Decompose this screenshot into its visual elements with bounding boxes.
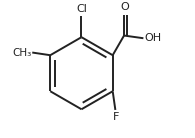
- Text: F: F: [113, 112, 119, 122]
- Text: CH₃: CH₃: [12, 47, 32, 58]
- Text: OH: OH: [144, 33, 161, 43]
- Text: Cl: Cl: [76, 4, 87, 14]
- Text: O: O: [120, 2, 129, 12]
